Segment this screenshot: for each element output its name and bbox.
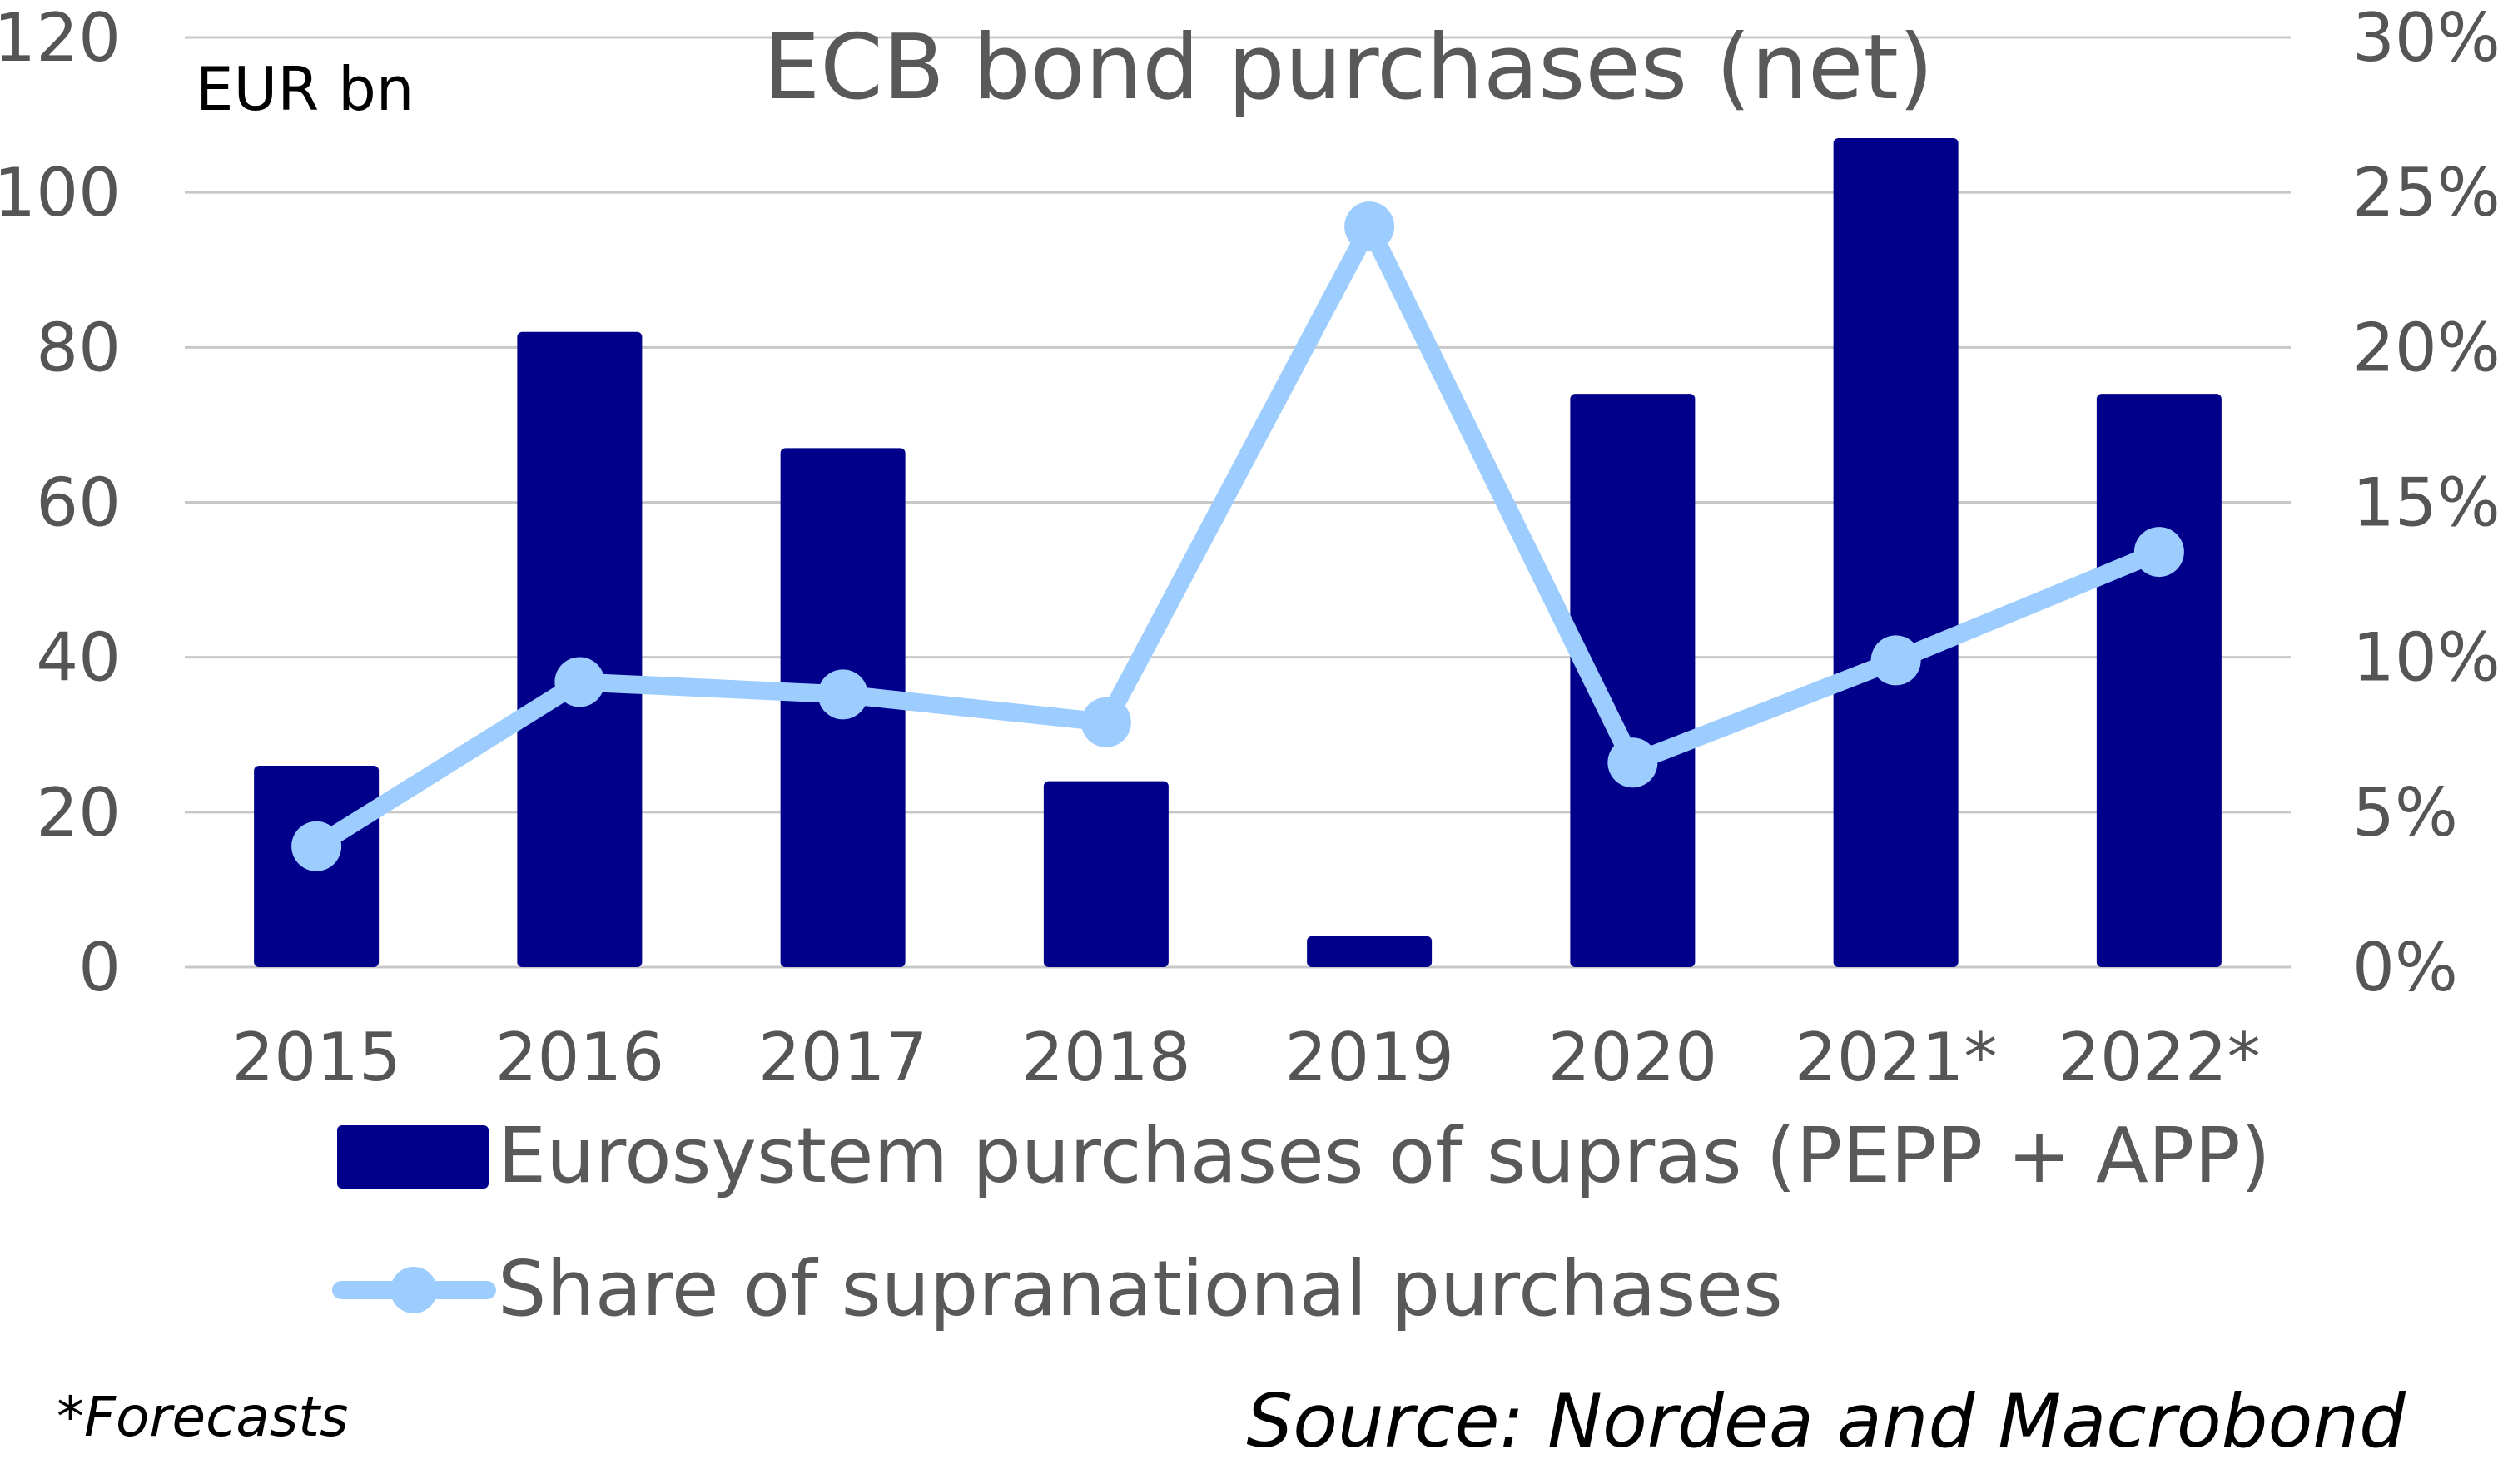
right-tick-label: 30%: [2352, 0, 2498, 77]
right-tick-label: 25%: [2352, 154, 2498, 231]
line-series: [291, 201, 2184, 871]
bar-series: [254, 138, 2222, 968]
bar: [1043, 781, 1169, 967]
left-tick-label: 60: [36, 464, 121, 542]
line-point: [1870, 635, 1921, 686]
line-point: [1607, 737, 1658, 788]
line-point: [1344, 201, 1395, 252]
x-tick-label: 2017: [758, 1019, 928, 1096]
bar: [1833, 138, 1959, 968]
line-point: [291, 821, 342, 871]
chart-title: ECB bond purchases (net): [763, 16, 1934, 120]
source-note: Source: Nordea and Macrobond: [1246, 1378, 2406, 1464]
left-tick-label: 120: [0, 0, 121, 77]
line-point: [554, 657, 605, 707]
x-tick-label: 2018: [1021, 1019, 1191, 1096]
left-tick-label: 20: [36, 774, 121, 851]
legend-swatch-marker: [390, 1267, 437, 1313]
right-tick-label: 15%: [2352, 464, 2498, 542]
x-tick-label: 2020: [1548, 1019, 1718, 1096]
legend: Eurosystem purchases of supras (PEPP + A…: [332, 1111, 2271, 1333]
x-tick-label: 2022*: [2058, 1019, 2261, 1096]
line-point: [2133, 527, 2184, 578]
legend-swatch-bars: [337, 1125, 489, 1189]
right-axis-ticks: 0% 5% 10% 15% 20% 25% 30%: [2352, 0, 2498, 1006]
x-tick-label: 2015: [231, 1019, 401, 1096]
bar: [1307, 936, 1433, 967]
left-tick-label: 40: [36, 619, 121, 697]
x-tick-label: 2019: [1284, 1019, 1454, 1096]
left-tick-label: 100: [0, 154, 121, 231]
line-point: [817, 669, 868, 720]
legend-label-bars: Eurosystem purchases of supras (PEPP + A…: [498, 1111, 2271, 1200]
x-axis-ticks: 2015 2016 2017 2018 2019 2020 2021* 2022*: [231, 1019, 2260, 1096]
x-tick-label: 2021*: [1795, 1019, 1998, 1096]
legend-label-line: Share of supranational purchases: [498, 1244, 1783, 1333]
left-axis-ticks: 0 20 40 60 80 100 120: [0, 0, 121, 1006]
unit-label: EUR bn: [196, 54, 414, 124]
forecast-footnote: *Forecasts: [57, 1385, 348, 1449]
bar: [517, 331, 643, 967]
right-tick-label: 5%: [2352, 774, 2458, 851]
bar: [2096, 394, 2222, 967]
gridlines: [185, 36, 2291, 969]
left-tick-label: 0: [78, 929, 121, 1006]
right-tick-label: 20%: [2352, 309, 2498, 386]
share-line: [307, 217, 2168, 856]
left-tick-label: 80: [36, 309, 121, 386]
x-tick-label: 2016: [495, 1019, 665, 1096]
right-tick-label: 0%: [2352, 929, 2458, 1006]
bar: [1570, 394, 1696, 967]
line-point: [1080, 697, 1131, 747]
right-tick-label: 10%: [2352, 619, 2498, 697]
